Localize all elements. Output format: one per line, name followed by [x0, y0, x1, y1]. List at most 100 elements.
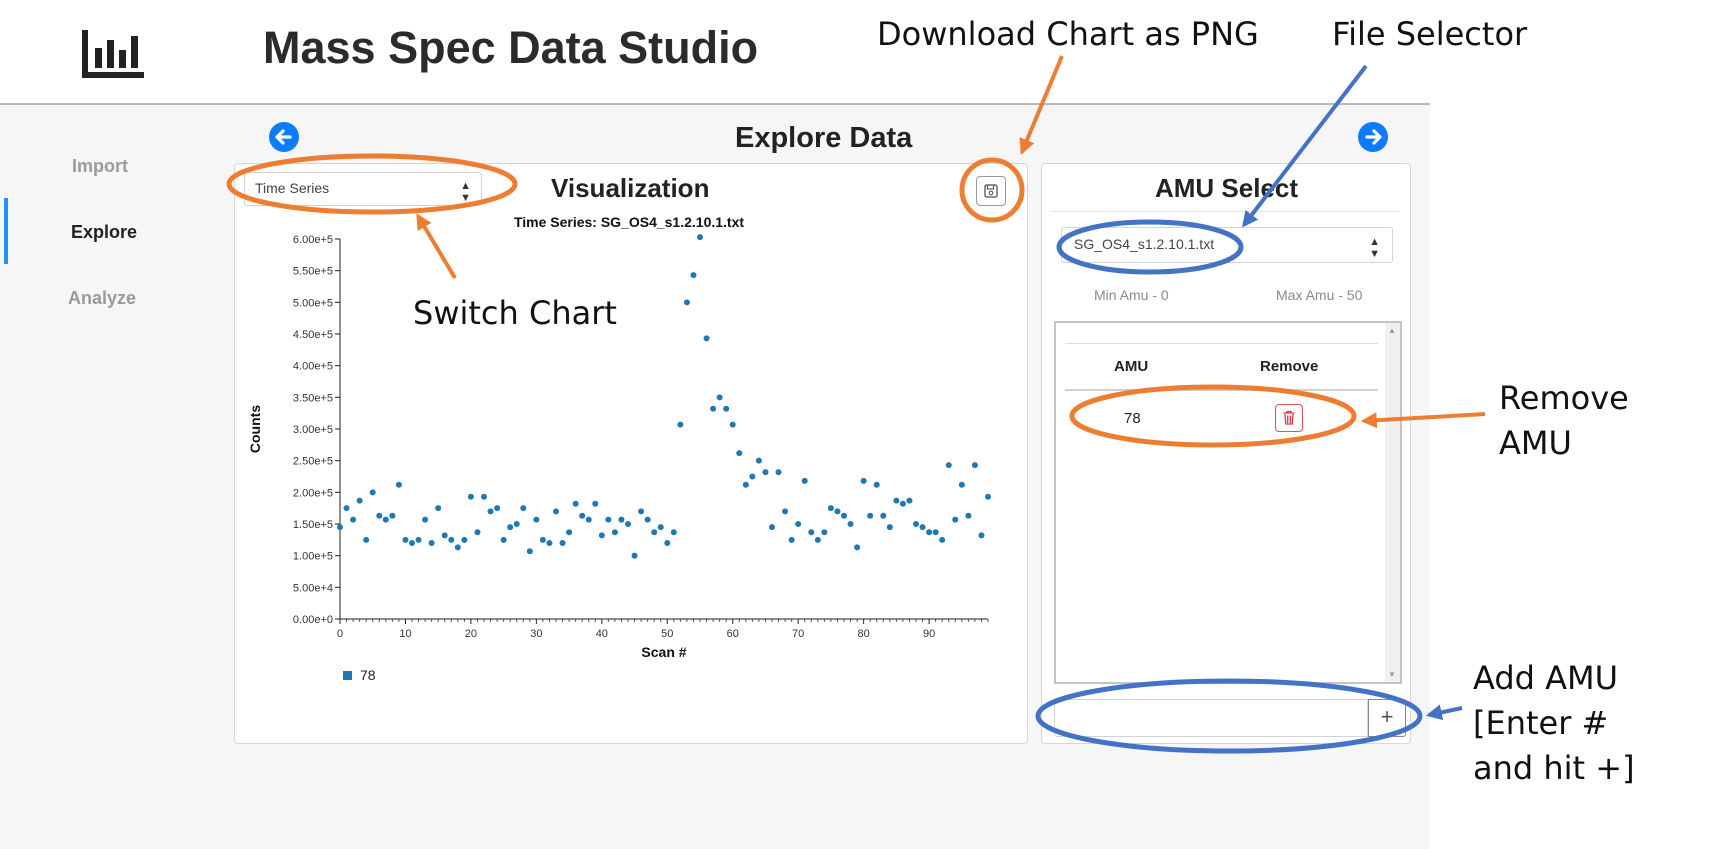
data-point: [795, 521, 802, 527]
data-point: [428, 540, 435, 546]
data-point: [507, 524, 514, 531]
data-point: [461, 536, 468, 543]
data-point: [821, 529, 828, 536]
file-selector-annotation: File Selector: [1332, 15, 1528, 53]
data-point: [939, 536, 946, 543]
data-point: [867, 512, 874, 519]
amu-number-input[interactable]: [1054, 699, 1368, 737]
data-point: [657, 524, 664, 531]
data-point: [474, 529, 481, 536]
max-amu-text: Max Amu - 50: [1276, 287, 1363, 303]
bar-chart-logo-icon: [82, 30, 144, 78]
download-png-button[interactable]: [976, 176, 1006, 206]
x-tick-label: 90: [923, 628, 935, 640]
data-point: [539, 536, 546, 543]
page-title: Explore Data: [735, 122, 913, 154]
data-point: [520, 505, 527, 512]
data-point: [598, 532, 605, 539]
data-point: [723, 405, 730, 412]
data-point: [625, 521, 631, 527]
x-tick-label: 60: [727, 628, 739, 640]
data-point: [382, 516, 389, 523]
divider: [1051, 211, 1399, 212]
download-annotation: Download Chart as PNG: [877, 15, 1259, 53]
data-point: [487, 508, 494, 515]
scroll-up-icon[interactable]: ▲: [1388, 326, 1396, 335]
min-amu-text: Min Amu - 0: [1094, 287, 1169, 303]
sidebar-item-explore[interactable]: Explore: [71, 222, 138, 242]
x-tick-label: 0: [337, 628, 343, 640]
divider: [1065, 389, 1378, 391]
file-select-value: SG_OS4_s1.2.10.1.txt: [1074, 236, 1215, 252]
remove-amu-annotation-line-1: Remove: [1499, 379, 1629, 417]
data-point: [906, 497, 913, 504]
data-point: [854, 544, 861, 551]
data-point: [814, 536, 821, 543]
y-tick-label: 4.50e+5: [293, 329, 333, 341]
scrollbar[interactable]: [1385, 323, 1400, 682]
data-point: [585, 516, 592, 523]
data-point: [638, 508, 645, 515]
data-point: [729, 421, 736, 428]
file-select[interactable]: SG_OS4_s1.2.10.1.txt ▲ ▼: [1061, 227, 1393, 263]
data-point: [978, 532, 985, 539]
data-point: [618, 516, 625, 523]
data-point: [356, 497, 363, 504]
data-point: [566, 529, 573, 536]
data-point: [513, 521, 520, 527]
back-button[interactable]: [269, 122, 299, 152]
data-point: [958, 481, 965, 488]
data-point: [664, 540, 671, 546]
data-point: [422, 516, 429, 523]
data-point: [448, 536, 455, 543]
switch-chart-annotation: Switch Chart: [413, 294, 617, 332]
data-point: [775, 469, 782, 476]
data-point: [494, 505, 501, 512]
data-point: [350, 516, 357, 523]
legend-swatch: [343, 671, 352, 680]
data-point: [454, 544, 461, 551]
sidebar-item-analyze[interactable]: Analyze: [68, 288, 137, 308]
add-amu-arrow: [1425, 704, 1463, 721]
data-point: [755, 457, 762, 464]
data-point: [782, 508, 789, 515]
trash-icon: [1283, 410, 1295, 425]
add-amu-annotation-line-2: [Enter #: [1473, 703, 1609, 742]
app-header: [0, 0, 1430, 105]
data-point: [579, 512, 586, 519]
y-tick-label: 5.50e+5: [293, 266, 333, 278]
arrow-right-icon: [1365, 129, 1382, 145]
y-tick-label: 1.50e+5: [293, 519, 333, 531]
add-amu-annotation-line-1: Add AMU: [1473, 659, 1619, 697]
scroll-down-icon[interactable]: ▼: [1388, 670, 1396, 679]
data-point: [481, 493, 487, 500]
y-tick-label: 2.00e+5: [293, 487, 333, 499]
data-point: [899, 500, 906, 507]
add-amu-button[interactable]: +: [1368, 699, 1406, 737]
data-point: [389, 512, 396, 519]
x-tick-label: 40: [596, 628, 608, 640]
y-tick-label: 1.00e+5: [293, 551, 333, 563]
data-point: [952, 516, 959, 523]
x-tick-label: 80: [858, 628, 870, 640]
data-point: [834, 508, 841, 515]
remove-amu-button[interactable]: [1275, 404, 1303, 432]
forward-button[interactable]: [1358, 122, 1388, 152]
x-tick-label: 30: [530, 628, 542, 640]
sidebar-item-import[interactable]: Import: [72, 156, 128, 176]
data-point: [500, 536, 507, 543]
y-tick-label: 3.00e+5: [293, 424, 333, 436]
data-point: [441, 532, 448, 539]
data-point: [716, 394, 723, 401]
data-point: [651, 529, 658, 536]
data-point: [670, 529, 677, 536]
visualization-heading: Visualization: [551, 173, 710, 203]
chart-type-select[interactable]: Time Series ▲ ▼: [244, 172, 482, 206]
data-point: [467, 493, 474, 500]
data-point: [880, 512, 887, 519]
add-amu-annotation-line-3: and hit +]: [1473, 748, 1635, 787]
y-axis-label: Counts: [247, 405, 263, 453]
data-point: [559, 540, 566, 546]
x-tick-label: 10: [399, 628, 411, 640]
add-amu-annotation: Add AMU [Enter # and hit +]: [1473, 656, 1635, 790]
